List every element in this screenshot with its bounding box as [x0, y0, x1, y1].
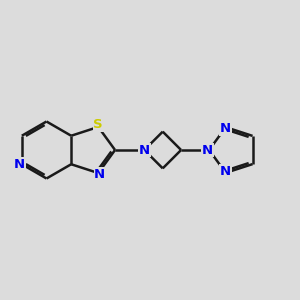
Text: N: N	[94, 168, 105, 181]
Text: N: N	[202, 143, 213, 157]
Text: N: N	[220, 122, 231, 136]
Text: S: S	[94, 118, 103, 131]
Text: N: N	[220, 164, 231, 178]
Text: N: N	[139, 143, 150, 157]
Text: N: N	[14, 158, 25, 171]
